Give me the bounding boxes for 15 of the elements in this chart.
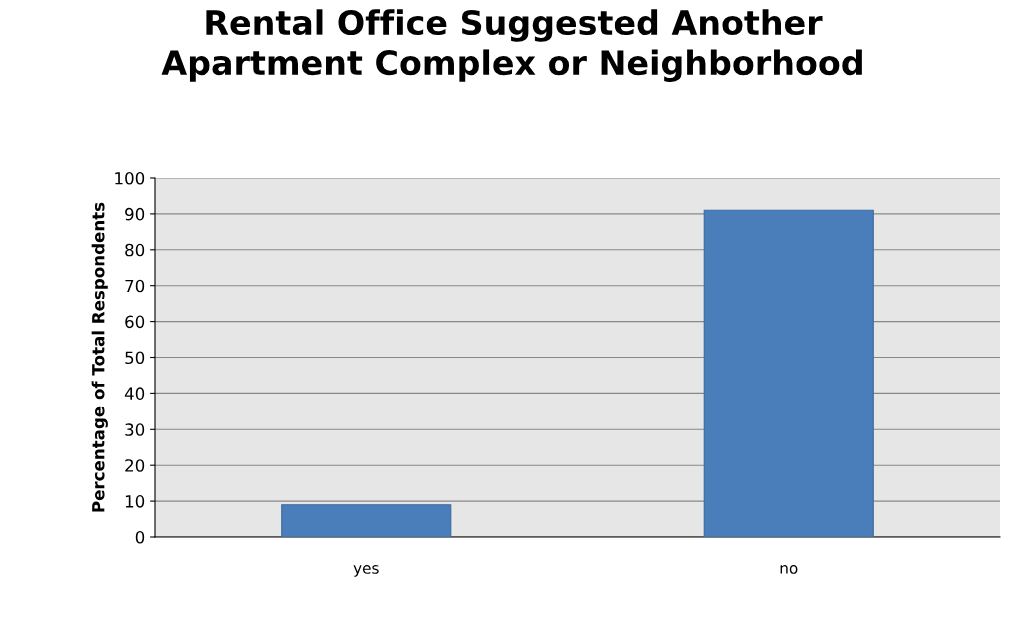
y-tick-label: 90: [125, 207, 145, 221]
y-tick-label: 80: [125, 243, 145, 257]
y-tick-label: 40: [124, 387, 145, 400]
x-tick-label: yes: [353, 565, 379, 577]
x-tick-label: no: [780, 565, 798, 574]
y-tick-label: 70: [125, 279, 145, 293]
y-tick-label: 60: [125, 315, 145, 329]
y-tick-label: 50: [125, 351, 145, 365]
y-tick-label: 30: [125, 423, 145, 436]
y-tick-label: 100: [115, 171, 145, 185]
chart-title: Rental Office Suggested Another Apartment Complex or Neighborhood: [161, 9, 862, 82]
y-tick-label: 20: [125, 459, 145, 472]
y-axis-title: Percentage of Total Respondents: [91, 202, 108, 512]
y-tick-label: 10: [125, 495, 145, 508]
y-tick-label: 0: [135, 530, 145, 544]
